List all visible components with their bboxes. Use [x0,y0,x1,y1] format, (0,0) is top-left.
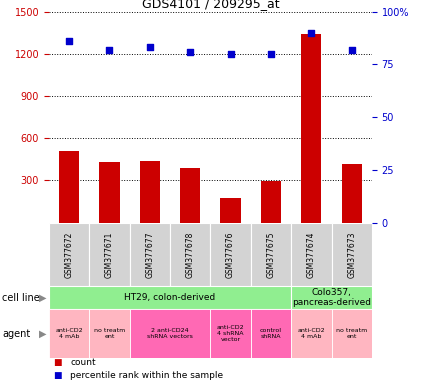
Text: Colo357,
pancreas-derived: Colo357, pancreas-derived [292,288,371,307]
Bar [49,286,291,309]
Text: GSM377676: GSM377676 [226,231,235,278]
Bar [99,162,119,223]
Text: GSM377675: GSM377675 [266,231,275,278]
Point [227,51,234,57]
Bar [180,168,200,223]
Bar [332,309,372,358]
Bar [49,309,89,358]
Text: ▶: ▶ [39,328,46,339]
Text: ▶: ▶ [39,293,46,303]
Text: ■: ■ [53,358,62,367]
Bar [89,309,130,358]
Text: GSM377678: GSM377678 [186,231,195,278]
Text: anti-CD2
4 shRNA
vector: anti-CD2 4 shRNA vector [217,325,244,342]
Point [267,51,274,57]
Bar [59,151,79,223]
Bar [89,223,130,286]
Bar [221,198,241,223]
Bar [251,223,291,286]
Point [106,46,113,53]
Text: no treatm
ent: no treatm ent [336,328,367,339]
Title: GDS4101 / 209295_at: GDS4101 / 209295_at [142,0,279,10]
Bar [332,223,372,286]
Text: no treatm
ent: no treatm ent [94,328,125,339]
Text: GSM377674: GSM377674 [307,231,316,278]
Text: agent: agent [2,328,30,339]
Point [146,44,153,50]
Bar [251,309,291,358]
Text: HT29, colon-derived: HT29, colon-derived [125,293,215,302]
Text: anti-CD2
4 mAb: anti-CD2 4 mAb [55,328,83,339]
Bar [342,164,362,223]
Text: 2 anti-CD24
shRNA vectors: 2 anti-CD24 shRNA vectors [147,328,193,339]
Point [348,46,355,53]
Text: ■: ■ [53,371,62,380]
Bar [210,309,251,358]
Bar [140,161,160,223]
Text: GSM377672: GSM377672 [65,231,74,278]
Bar [49,223,89,286]
Bar [130,309,210,358]
Bar [261,181,281,223]
Point [308,30,314,36]
Text: cell line: cell line [2,293,40,303]
Bar [291,223,332,286]
Text: control
shRNA: control shRNA [260,328,282,339]
Text: anti-CD2
4 mAb: anti-CD2 4 mAb [298,328,325,339]
Text: GSM377673: GSM377673 [347,231,356,278]
Text: GSM377677: GSM377677 [145,231,154,278]
Text: count: count [70,358,96,367]
Text: GSM377671: GSM377671 [105,231,114,278]
Point [65,38,72,44]
Bar [130,223,170,286]
Text: percentile rank within the sample: percentile rank within the sample [70,371,223,380]
Bar [291,309,332,358]
Bar [210,223,251,286]
Bar [291,286,372,309]
Bar [301,34,321,223]
Bar [170,223,210,286]
Point [187,49,193,55]
